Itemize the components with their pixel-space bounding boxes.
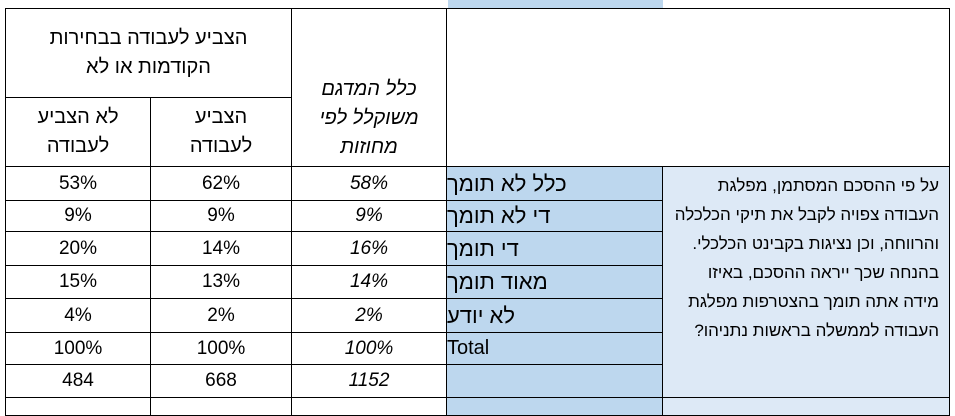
- row-label: מאוד תומך: [446, 265, 663, 299]
- cell-no-vote-text: 53%: [58, 172, 98, 194]
- row-label: די לא תומך: [446, 200, 663, 232]
- cell-weighted-text: 58%: [349, 172, 389, 194]
- bottom-edge-question: [662, 397, 950, 416]
- cell-voted: 13%: [150, 265, 292, 299]
- cell-voted-text: 2%: [207, 304, 235, 326]
- group-title: הצביע לעבודה בבחירות הקודמות או לא: [5, 8, 292, 98]
- cell-voted: 62%: [150, 166, 292, 201]
- cell-weighted-text: 16%: [349, 237, 389, 259]
- cell-voted: 9%: [150, 200, 292, 232]
- row-label: כלל לא תומך: [446, 166, 663, 201]
- row-label: לא יודע: [446, 298, 663, 333]
- bottom-edge-label: [446, 397, 663, 416]
- header-strip-blue: [448, 0, 663, 8]
- empty-header-cell: [446, 8, 950, 167]
- cell-no-vote-text: 484: [62, 370, 94, 391]
- cell-weighted-text: 2%: [355, 304, 383, 326]
- cell-voted: 14%: [150, 231, 292, 266]
- cell-weighted: 58%: [291, 166, 447, 201]
- cell-no-vote: 9%: [5, 200, 151, 232]
- cell-weighted: 2%: [291, 298, 447, 333]
- cell-weighted-text: 100%: [344, 337, 394, 359]
- cell-no-vote: 4%: [5, 298, 151, 333]
- cell-weighted: 1152: [291, 364, 447, 398]
- cell-voted-text: 14%: [201, 237, 241, 259]
- cell-weighted: 14%: [291, 265, 447, 299]
- cell-no-vote-text: 100%: [53, 337, 103, 359]
- cell-voted: 2%: [150, 298, 292, 333]
- cell-voted: 100%: [150, 332, 292, 365]
- cell-weighted: 9%: [291, 200, 447, 232]
- cell-weighted-text: 1152: [348, 370, 390, 391]
- bottom-edge-no-vote: [5, 397, 151, 416]
- cell-weighted-text: 14%: [349, 271, 389, 292]
- cell-no-vote-text: 9%: [64, 205, 92, 226]
- row-label-text: די לא תומך: [447, 203, 551, 228]
- bottom-edge-weighted: [291, 397, 447, 416]
- row-label-text: Total: [447, 337, 490, 359]
- col-header-weighted: כלל המדגם משוקלל לפי מחוזות: [291, 8, 447, 167]
- row-label-text: כלל לא תומך: [447, 170, 567, 196]
- cell-voted-text: 668: [205, 370, 237, 391]
- cell-no-vote: 53%: [5, 166, 151, 201]
- cell-voted-text: 13%: [201, 271, 241, 292]
- cell-voted-text: 100%: [196, 337, 246, 359]
- question-text: על פי ההסכם המסתמן, מפלגת העבודה צפויה ל…: [662, 166, 950, 398]
- cell-weighted: 16%: [291, 231, 447, 266]
- cell-no-vote: 15%: [5, 265, 151, 299]
- row-label: [446, 364, 663, 398]
- cell-no-vote: 484: [5, 364, 151, 398]
- row-label-text: די תומך: [447, 235, 519, 261]
- cell-no-vote-text: 15%: [58, 271, 98, 292]
- cell-no-vote: 20%: [5, 231, 151, 266]
- col-header-no-vote: לא הצביע לעבודה: [5, 97, 151, 167]
- cell-no-vote: 100%: [5, 332, 151, 365]
- cell-weighted-text: 9%: [355, 205, 383, 226]
- col-header-voted: הצביע לעבודה: [150, 97, 292, 167]
- cell-no-vote-text: 20%: [58, 237, 98, 259]
- bottom-edge-voted: [150, 397, 292, 416]
- row-label-text: לא יודע: [447, 302, 516, 328]
- row-label: די תומך: [446, 231, 663, 266]
- cell-voted-text: 62%: [201, 172, 241, 194]
- cell-no-vote-text: 4%: [64, 304, 92, 326]
- row-label: Total: [446, 332, 663, 365]
- cell-weighted: 100%: [291, 332, 447, 365]
- cell-voted-text: 9%: [207, 205, 235, 226]
- cell-voted: 668: [150, 364, 292, 398]
- row-label-text: מאוד תומך: [447, 269, 548, 294]
